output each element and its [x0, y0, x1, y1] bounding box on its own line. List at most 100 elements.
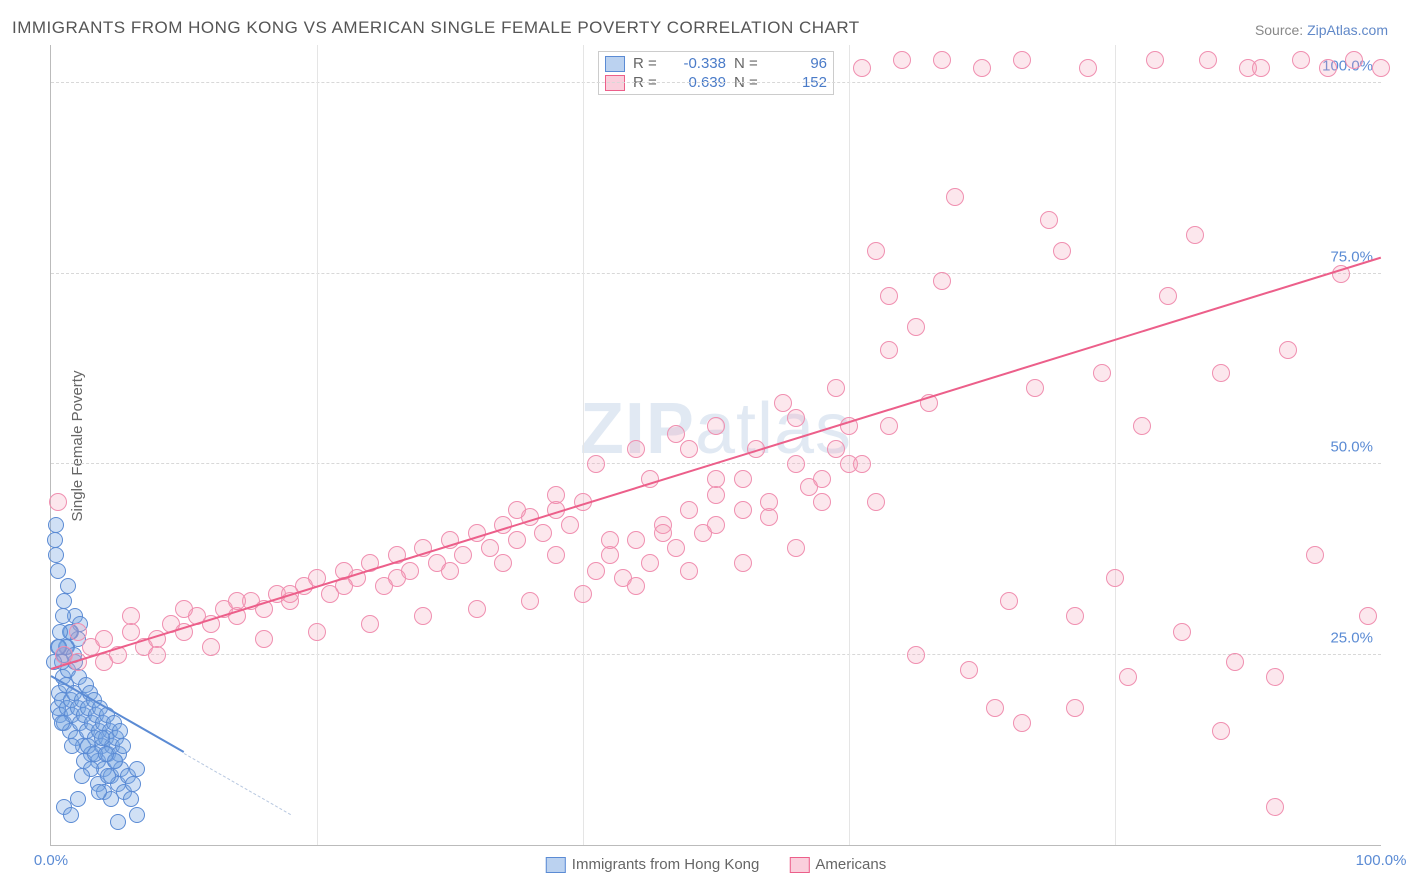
point-american — [627, 577, 645, 595]
point-american — [587, 455, 605, 473]
legend-item: Americans — [789, 856, 886, 873]
point-hk — [115, 738, 131, 754]
point-american — [654, 524, 672, 542]
point-american — [1186, 226, 1204, 244]
point-american — [787, 539, 805, 557]
point-american — [707, 470, 725, 488]
x-tick-label: 100.0% — [1356, 852, 1406, 869]
point-american — [734, 554, 752, 572]
point-american — [1266, 798, 1284, 816]
point-american — [468, 600, 486, 618]
point-american — [1173, 623, 1191, 641]
point-hk — [91, 784, 107, 800]
point-hk — [64, 738, 80, 754]
point-american — [95, 630, 113, 648]
legend-label: Immigrants from Hong Kong — [572, 856, 760, 873]
point-american — [441, 562, 459, 580]
grid-line-h — [51, 654, 1381, 655]
point-american — [827, 379, 845, 397]
legend-label: Americans — [815, 856, 886, 873]
point-american — [1040, 211, 1058, 229]
grid-line-v — [317, 45, 318, 845]
point-hk — [94, 730, 110, 746]
point-american — [1319, 59, 1337, 77]
point-american — [973, 59, 991, 77]
point-american — [907, 318, 925, 336]
point-american — [1026, 379, 1044, 397]
point-american — [1053, 242, 1071, 260]
legend-swatch-icon — [605, 56, 625, 72]
point-american — [1013, 51, 1031, 69]
point-american — [1119, 668, 1137, 686]
bottom-legend: Immigrants from Hong Kong Americans — [546, 856, 886, 873]
point-american — [1066, 699, 1084, 717]
point-american — [880, 417, 898, 435]
stats-legend: R =-0.338N =96R =0.639N =152 — [598, 51, 834, 95]
point-hk — [56, 593, 72, 609]
trend-line — [184, 753, 291, 815]
point-hk — [112, 723, 128, 739]
point-american — [1306, 546, 1324, 564]
point-american — [774, 394, 792, 412]
point-hk — [70, 791, 86, 807]
chart-title: IMMIGRANTS FROM HONG KONG VS AMERICAN SI… — [12, 18, 860, 38]
point-hk — [63, 807, 79, 823]
point-american — [707, 417, 725, 435]
point-hk — [50, 563, 66, 579]
point-american — [960, 661, 978, 679]
stat-n-value: 96 — [772, 55, 827, 72]
point-american — [1159, 287, 1177, 305]
point-american — [1212, 364, 1230, 382]
point-american — [893, 51, 911, 69]
point-american — [547, 486, 565, 504]
point-american — [1252, 59, 1270, 77]
point-american — [734, 501, 752, 519]
point-american — [787, 409, 805, 427]
point-american — [946, 188, 964, 206]
y-tick-label: 25.0% — [1330, 629, 1373, 646]
point-american — [361, 615, 379, 633]
grid-line-v — [583, 45, 584, 845]
source-value: ZipAtlas.com — [1307, 22, 1388, 38]
grid-line-h — [51, 82, 1381, 83]
stats-row: R =-0.338N =96 — [605, 55, 827, 72]
point-hk — [129, 807, 145, 823]
point-american — [867, 493, 885, 511]
point-american — [69, 623, 87, 641]
point-american — [481, 539, 499, 557]
point-american — [202, 638, 220, 656]
legend-swatch-icon — [546, 857, 566, 873]
point-american — [1226, 653, 1244, 671]
point-american — [1093, 364, 1111, 382]
legend-item: Immigrants from Hong Kong — [546, 856, 760, 873]
point-american — [1345, 51, 1363, 69]
point-american — [1079, 59, 1097, 77]
point-hk — [74, 768, 90, 784]
point-american — [454, 546, 472, 564]
point-american — [880, 341, 898, 359]
stat-r-label: R = — [633, 55, 663, 72]
point-hk — [125, 776, 141, 792]
point-hk — [48, 547, 64, 563]
point-american — [813, 493, 831, 511]
point-american — [1013, 714, 1031, 732]
point-american — [122, 607, 140, 625]
point-hk — [47, 532, 63, 548]
point-american — [680, 562, 698, 580]
point-american — [680, 440, 698, 458]
point-american — [308, 623, 326, 641]
point-hk — [52, 624, 68, 640]
point-american — [1279, 341, 1297, 359]
point-american — [853, 59, 871, 77]
point-hk — [55, 608, 71, 624]
point-american — [1359, 607, 1377, 625]
point-american — [627, 531, 645, 549]
point-hk — [110, 814, 126, 830]
grid-line-v — [1115, 45, 1116, 845]
point-hk — [98, 746, 114, 762]
point-american — [1133, 417, 1151, 435]
point-american — [601, 531, 619, 549]
point-american — [561, 516, 579, 534]
point-american — [880, 287, 898, 305]
point-american — [547, 546, 565, 564]
